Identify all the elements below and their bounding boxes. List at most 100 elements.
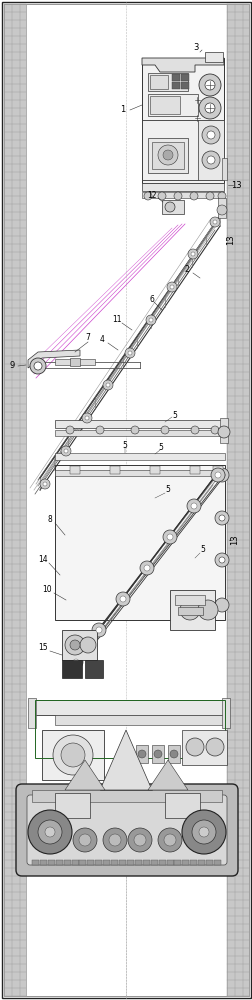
Circle shape: [109, 834, 120, 846]
Circle shape: [205, 738, 223, 756]
Bar: [119, 745, 132, 763]
Bar: [55, 465, 224, 620]
Circle shape: [214, 598, 228, 612]
Circle shape: [198, 97, 220, 119]
Bar: [35, 700, 224, 758]
Bar: [55, 420, 224, 428]
Bar: [212, 466, 222, 474]
Text: 7: 7: [85, 334, 89, 342]
Circle shape: [163, 834, 175, 846]
Circle shape: [205, 192, 213, 200]
Circle shape: [143, 565, 149, 571]
Circle shape: [204, 80, 214, 90]
Bar: [111, 860, 118, 865]
Bar: [55, 715, 222, 725]
Circle shape: [139, 561, 153, 575]
Circle shape: [131, 426, 138, 434]
Circle shape: [115, 592, 130, 606]
Circle shape: [30, 358, 46, 374]
Bar: [55, 430, 224, 436]
Bar: [198, 860, 204, 865]
Bar: [55, 359, 94, 365]
Text: 1: 1: [120, 105, 125, 114]
Bar: [151, 745, 163, 763]
Polygon shape: [100, 730, 151, 790]
Circle shape: [206, 131, 214, 139]
Bar: [55, 470, 224, 476]
Circle shape: [214, 468, 228, 482]
Bar: [147, 73, 187, 91]
Circle shape: [96, 627, 102, 633]
Text: 15: 15: [38, 644, 47, 652]
Bar: [70, 466, 80, 474]
Bar: [35, 700, 224, 715]
Circle shape: [166, 282, 176, 292]
Circle shape: [103, 828, 127, 852]
Circle shape: [212, 220, 216, 224]
Circle shape: [191, 820, 215, 844]
Bar: [141, 192, 223, 198]
Circle shape: [164, 202, 174, 212]
Circle shape: [28, 810, 72, 854]
Bar: [226, 4, 248, 996]
Bar: [182, 860, 189, 865]
Circle shape: [162, 530, 176, 544]
Circle shape: [162, 150, 172, 160]
Bar: [127, 860, 134, 865]
Circle shape: [201, 126, 219, 144]
Text: 5: 5: [171, 410, 176, 420]
Circle shape: [80, 637, 96, 653]
Text: 5: 5: [164, 486, 169, 494]
Bar: [205, 860, 212, 865]
Circle shape: [143, 192, 151, 200]
Circle shape: [103, 380, 113, 390]
Circle shape: [158, 828, 181, 852]
Circle shape: [214, 472, 220, 478]
Bar: [213, 860, 220, 865]
Circle shape: [85, 416, 89, 420]
Circle shape: [209, 217, 219, 227]
Text: 10: 10: [42, 585, 51, 594]
Bar: [190, 860, 197, 865]
Bar: [149, 96, 179, 114]
Bar: [87, 860, 94, 865]
Bar: [167, 745, 179, 763]
Circle shape: [166, 534, 172, 540]
Circle shape: [65, 635, 85, 655]
Circle shape: [53, 735, 93, 775]
Text: 11: 11: [112, 316, 121, 324]
Text: 5: 5: [122, 440, 127, 450]
Bar: [197, 120, 223, 180]
Text: 8: 8: [48, 516, 52, 524]
Bar: [48, 860, 55, 865]
Circle shape: [73, 659, 79, 665]
FancyBboxPatch shape: [16, 784, 237, 876]
Bar: [62, 660, 82, 678]
Bar: [4, 4, 26, 996]
Circle shape: [124, 348, 135, 358]
Circle shape: [216, 205, 226, 215]
Bar: [79, 860, 86, 865]
Circle shape: [82, 413, 92, 423]
Text: 3: 3: [193, 43, 198, 52]
Circle shape: [121, 750, 130, 758]
Circle shape: [92, 623, 106, 637]
Circle shape: [134, 834, 145, 846]
Bar: [166, 860, 173, 865]
Bar: [85, 660, 103, 678]
Circle shape: [206, 156, 214, 164]
Circle shape: [106, 383, 110, 387]
FancyBboxPatch shape: [27, 795, 226, 865]
Circle shape: [210, 426, 218, 434]
Bar: [189, 466, 199, 474]
Bar: [177, 607, 202, 615]
Circle shape: [45, 827, 55, 837]
Bar: [161, 200, 183, 214]
Bar: [62, 630, 97, 660]
Circle shape: [64, 449, 68, 453]
Bar: [95, 860, 102, 865]
Text: 13: 13: [230, 180, 240, 190]
Bar: [150, 860, 157, 865]
Circle shape: [70, 640, 80, 650]
Bar: [180, 74, 188, 81]
